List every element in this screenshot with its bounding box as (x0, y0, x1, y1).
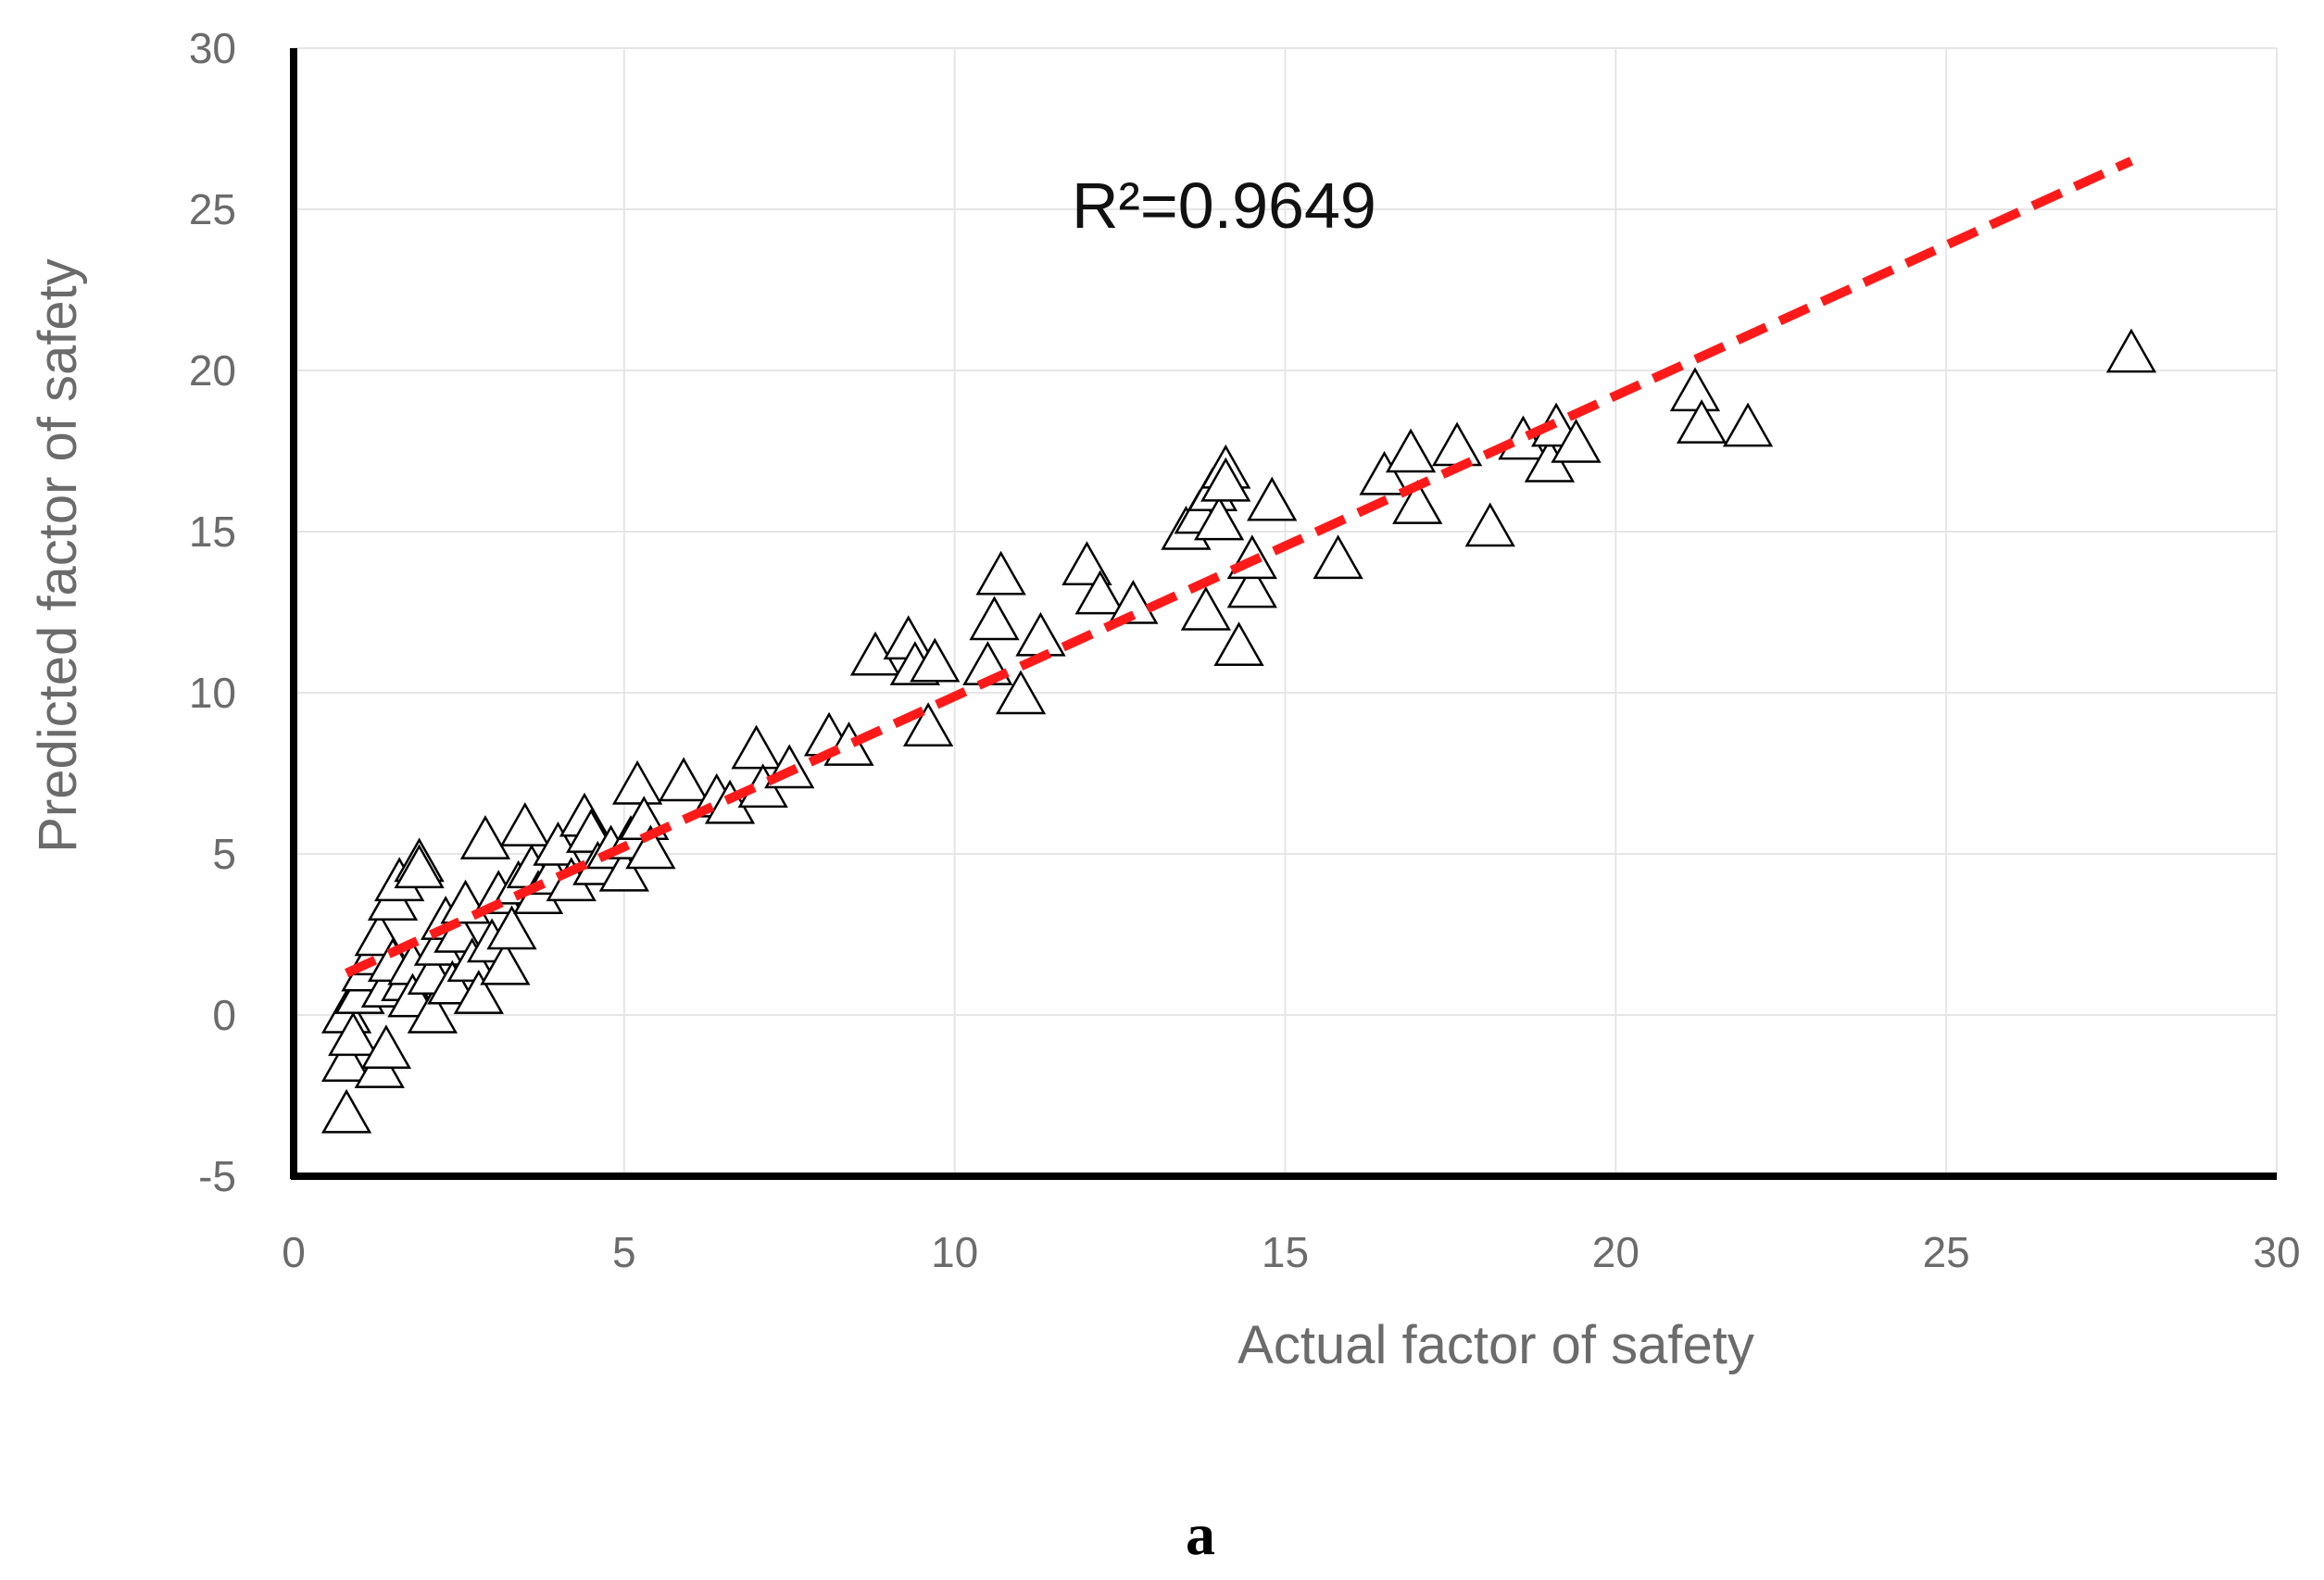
data-point (1359, 450, 1410, 495)
data-point (1015, 611, 1066, 657)
x-tick-label: 5 (612, 1228, 636, 1276)
y-tick-label: 5 (212, 830, 236, 878)
data-point (486, 905, 537, 950)
y-tick-label: 15 (189, 508, 236, 556)
panel-label: a (1186, 1501, 1215, 1567)
data-point (1200, 457, 1251, 502)
data-point (453, 970, 504, 1014)
y-axis-title: Predicted factor of safety (28, 258, 88, 853)
data-point (394, 844, 445, 889)
data-point (883, 615, 934, 660)
data-point (1313, 534, 1363, 580)
data-point (1676, 399, 1727, 444)
data-point (731, 724, 782, 770)
y-tick-label: 20 (189, 346, 236, 395)
tick-labels: 0 5 10 15 20 25 30 -5 0 5 10 15 20 25 30 (189, 24, 2301, 1276)
data-point (902, 702, 954, 747)
data-point (1385, 428, 1437, 473)
data-point (625, 824, 676, 870)
data-point (1226, 563, 1277, 608)
data-point (1551, 419, 1602, 463)
data-point (1392, 480, 1443, 524)
data-point (611, 759, 663, 805)
data-point (1193, 495, 1245, 541)
y-tick-label: 25 (189, 185, 236, 233)
r-squared-annotation: R²=0.9649 (1072, 169, 1376, 242)
trendline (345, 157, 2134, 978)
data-point (360, 1024, 412, 1070)
x-tick-label: 25 (1923, 1228, 1970, 1276)
data-point (995, 670, 1047, 715)
data-point (1722, 402, 1774, 447)
data-point (975, 550, 1026, 596)
data-point (1464, 502, 1515, 547)
data-point (1247, 476, 1298, 521)
x-tick-label: 15 (1262, 1228, 1309, 1276)
data-point (598, 846, 649, 892)
y-tick-label: 10 (189, 669, 236, 717)
marker-layer (320, 328, 2157, 1134)
data-point (320, 1088, 372, 1134)
x-tick-label: 0 (282, 1228, 306, 1276)
y-tick-label: -5 (198, 1152, 236, 1200)
data-point (1669, 367, 1721, 412)
data-point (910, 637, 961, 683)
x-tick-label: 10 (931, 1228, 978, 1276)
data-point (328, 1011, 379, 1057)
x-tick-label: 20 (1592, 1228, 1639, 1276)
grid (294, 47, 2278, 1176)
data-point (407, 988, 459, 1034)
data-point (320, 1037, 372, 1082)
data-point (658, 757, 710, 802)
data-point (1074, 570, 1125, 615)
y-tick-label: 30 (189, 24, 236, 72)
data-point (459, 815, 511, 859)
axes (290, 48, 2277, 1180)
data-point (1213, 621, 1264, 667)
data-point (969, 596, 1020, 641)
data-point (1180, 585, 1232, 631)
x-tick-label: 30 (2253, 1228, 2300, 1276)
y-tick-label: 0 (212, 991, 236, 1039)
data-point (1108, 580, 1159, 624)
data-point (1431, 421, 1483, 467)
trendline-layer (345, 157, 2134, 978)
data-point (427, 959, 478, 1005)
data-point (499, 802, 550, 846)
data-point (2105, 328, 2157, 373)
data-point (480, 940, 531, 985)
data-point (1498, 415, 1549, 460)
x-axis-title: Actual factor of safety (1237, 1315, 1754, 1375)
data-point (533, 821, 584, 866)
